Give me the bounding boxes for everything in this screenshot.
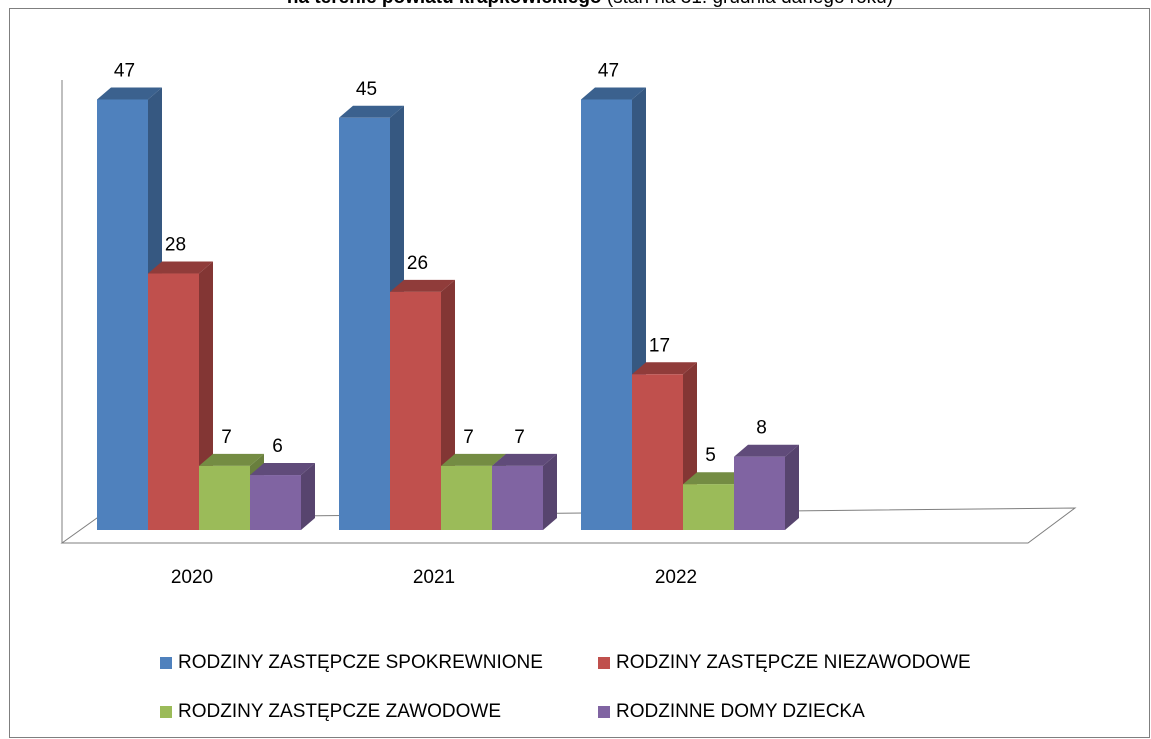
data-label: 26 — [407, 253, 428, 274]
data-label: 47 — [114, 60, 135, 81]
bar — [734, 444, 799, 530]
data-label: 5 — [705, 445, 716, 466]
bar-front — [734, 456, 785, 530]
bar — [492, 453, 557, 530]
bar-front — [492, 465, 543, 530]
data-label: 8 — [756, 418, 767, 439]
chart-title: na terenie powiatu krapkowickiego — [287, 0, 602, 8]
chart-heading: na terenie powiatu krapkowickiego (stan … — [287, 0, 893, 8]
bar-side — [785, 444, 799, 530]
data-label: 7 — [221, 427, 232, 448]
data-label: 7 — [463, 427, 474, 448]
bar-top — [734, 444, 799, 457]
bar-top — [148, 261, 213, 274]
legend-swatch — [598, 657, 610, 669]
bar-front — [683, 484, 734, 530]
bar-top — [339, 105, 404, 118]
legend-label: RODZINY ZASTĘPCZE ZAWODOWE — [178, 701, 501, 722]
bar-front — [441, 465, 492, 530]
bar — [250, 463, 315, 530]
legend-swatch — [160, 706, 172, 718]
data-label: 6 — [272, 436, 283, 457]
bar-front — [250, 475, 301, 530]
bar-side — [301, 463, 315, 530]
bar-top — [441, 453, 506, 466]
x-tick-label: 2021 — [413, 567, 455, 588]
bar-front — [339, 117, 390, 531]
bar-top — [390, 279, 455, 292]
bar-front — [632, 374, 683, 530]
data-label: 28 — [165, 235, 186, 256]
legend-label: RODZINNE DOMY DZIECKA — [616, 701, 865, 722]
legend-swatch — [598, 706, 610, 718]
bar — [632, 362, 697, 530]
data-label: 45 — [356, 79, 377, 100]
bar-top — [250, 463, 315, 476]
x-tick-label: 2022 — [655, 567, 697, 588]
bar-top — [492, 453, 557, 466]
legend-label: RODZINY ZASTĘPCZE NIEZAWODOWE — [616, 652, 971, 673]
bar-top — [632, 362, 697, 375]
bar-front — [390, 291, 441, 530]
bar-side — [543, 453, 557, 530]
bar-front — [199, 465, 250, 530]
x-tick-label: 2020 — [171, 567, 213, 588]
bar-front — [148, 273, 199, 530]
bar-top — [97, 87, 162, 100]
bar-top — [581, 87, 646, 100]
legend-label: RODZINY ZASTĘPCZE SPOKREWNIONE — [178, 652, 543, 673]
bar-top — [199, 453, 264, 466]
bar-front — [581, 99, 632, 530]
chart-subtitle: (stan na 31. grudnia danego roku) — [607, 0, 893, 8]
floor — [60, 507, 1077, 544]
bar-top — [683, 472, 748, 485]
legend-swatch — [160, 657, 172, 669]
data-label: 17 — [649, 335, 670, 356]
data-label: 7 — [514, 427, 525, 448]
bar-front — [97, 99, 148, 530]
data-label: 47 — [598, 60, 619, 81]
